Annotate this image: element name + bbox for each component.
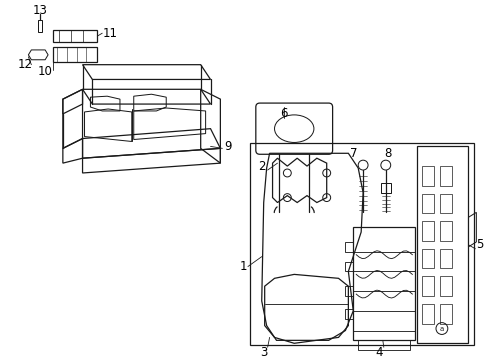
- Text: 12: 12: [18, 58, 33, 71]
- Bar: [439, 276, 451, 296]
- Text: 5: 5: [476, 238, 483, 251]
- Text: 7: 7: [349, 147, 356, 160]
- Text: 4: 4: [374, 346, 382, 359]
- Text: 13: 13: [33, 4, 47, 17]
- Bar: [439, 194, 451, 213]
- Bar: [421, 276, 433, 296]
- Text: 11: 11: [102, 27, 118, 40]
- Bar: [421, 249, 433, 269]
- Circle shape: [358, 160, 367, 170]
- Bar: [421, 194, 433, 213]
- Text: 9: 9: [224, 140, 231, 153]
- Bar: [439, 304, 451, 324]
- Circle shape: [380, 160, 390, 170]
- Bar: [439, 249, 451, 269]
- Text: a: a: [439, 325, 443, 332]
- Text: 1: 1: [239, 260, 246, 273]
- Text: 3: 3: [260, 346, 267, 359]
- Bar: [421, 221, 433, 241]
- Text: 8: 8: [383, 147, 390, 160]
- Text: 2: 2: [258, 159, 265, 172]
- Text: 10: 10: [38, 65, 53, 78]
- Text: 6: 6: [280, 107, 287, 120]
- Bar: [421, 166, 433, 186]
- Bar: [421, 304, 433, 324]
- FancyBboxPatch shape: [255, 103, 332, 154]
- Bar: [439, 221, 451, 241]
- Bar: [439, 166, 451, 186]
